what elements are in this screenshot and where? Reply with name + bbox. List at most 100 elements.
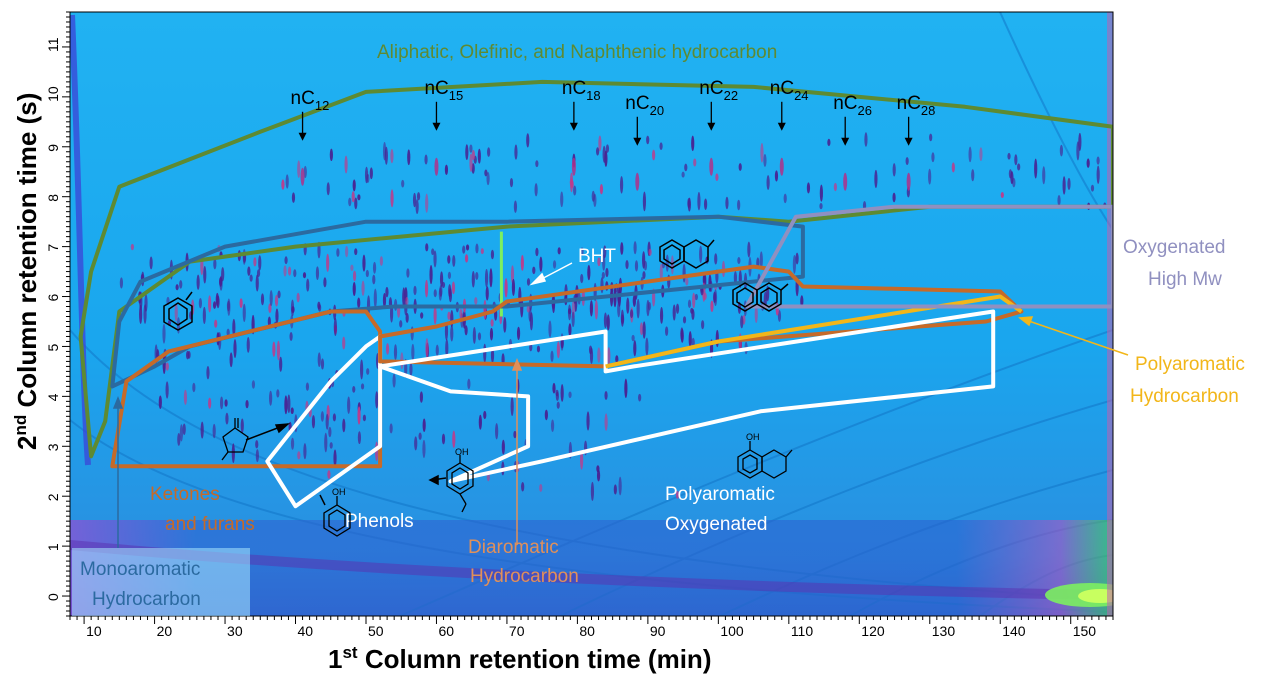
label-aliphatic: Aliphatic, Olefinic, and Naphthenic hydr…: [377, 42, 777, 63]
y-tick-label: 7: [45, 244, 61, 252]
peak: [392, 373, 396, 388]
peak: [320, 411, 325, 422]
peak: [567, 304, 572, 321]
carbon-label: nC18: [562, 78, 601, 103]
peak: [1096, 165, 1100, 184]
y-tick-label: 3: [45, 443, 61, 451]
peak: [362, 414, 367, 422]
x-tick-label: 50: [368, 623, 384, 639]
peak: [425, 193, 429, 213]
svg-text:Monoaromatic: Monoaromatic: [80, 559, 200, 580]
peak: [490, 348, 495, 363]
peak: [144, 294, 148, 312]
peak: [390, 189, 394, 208]
peak: [1057, 194, 1061, 206]
peak: [290, 407, 294, 415]
peak: [510, 396, 514, 417]
alkane-peak: [635, 172, 640, 191]
peak: [806, 182, 811, 194]
x-tick-label: 10: [86, 623, 102, 639]
peak: [239, 298, 243, 309]
peak: [1076, 141, 1080, 161]
carbon-label: nC24: [770, 78, 809, 103]
peak: [351, 191, 355, 203]
peak: [323, 277, 327, 288]
peak: [580, 449, 584, 470]
peak: [560, 384, 564, 402]
pointer-arrows: [112, 262, 1129, 548]
peak: [715, 329, 719, 348]
peak: [486, 172, 490, 186]
peak: [354, 197, 358, 210]
peak: [269, 290, 273, 307]
molecule-phenol-oh-text: OH: [332, 487, 346, 497]
peak: [433, 289, 437, 298]
peak: [422, 439, 426, 459]
carbon-markers: nC12 nC15 nC18 nC20 nC22 nC24 nC26 nC28: [291, 78, 935, 146]
peak: [733, 271, 738, 285]
peak: [905, 157, 909, 166]
peak: [713, 289, 718, 307]
peak: [326, 182, 330, 196]
peak: [688, 331, 692, 348]
peak: [290, 437, 295, 450]
label-diaromatic-2: Hydrocarbon: [470, 566, 579, 587]
peak: [452, 430, 456, 448]
peak: [557, 247, 561, 255]
peak: [255, 449, 259, 463]
peak: [279, 356, 283, 372]
peak: [539, 256, 543, 272]
x-tick-label: 70: [509, 623, 525, 639]
y-tick-label: 1: [45, 543, 61, 551]
peak: [687, 299, 692, 309]
molecule-naphthol-icon: [737, 441, 793, 479]
peak: [433, 306, 437, 325]
peak: [766, 175, 770, 190]
peak: [474, 297, 478, 305]
peak: [185, 350, 190, 360]
x-tick-label: 80: [579, 623, 595, 639]
peak: [332, 413, 337, 422]
peak: [737, 257, 741, 265]
peak: [177, 433, 181, 446]
peak: [471, 149, 475, 161]
carbon-label: nC26: [833, 93, 872, 118]
peak: [600, 277, 604, 294]
peak: [464, 325, 468, 336]
molecule-phenol-icon: [323, 496, 351, 537]
peak: [305, 382, 310, 391]
peak: [402, 287, 406, 308]
peak: [352, 179, 356, 192]
peak: [258, 255, 262, 271]
peak: [382, 292, 387, 308]
x-axis-label: 1st Column retention time (min): [328, 643, 711, 674]
peak: [759, 251, 763, 269]
peak: [389, 423, 393, 434]
molecule-cyclopentanone-icon: [221, 418, 249, 461]
x-tick-label: 90: [650, 623, 666, 639]
peak: [407, 149, 411, 166]
peak: [495, 423, 499, 440]
peak: [971, 169, 975, 182]
peak: [621, 314, 625, 325]
peak: [550, 419, 555, 432]
peak: [556, 341, 560, 359]
peak: [415, 199, 419, 214]
peak: [599, 184, 604, 195]
peak: [710, 300, 714, 313]
peak: [139, 304, 143, 324]
peak: [418, 432, 422, 440]
peak: [483, 299, 487, 320]
peak: [325, 413, 329, 430]
peak: [591, 190, 595, 202]
peak: [219, 276, 223, 287]
region-polyaromatic-oxygenated: [378, 309, 996, 484]
peak: [892, 163, 896, 177]
peak: [659, 306, 664, 324]
peak: [682, 263, 686, 283]
peak: [675, 490, 680, 499]
peak: [327, 470, 331, 479]
peak: [361, 280, 365, 296]
peak: [240, 418, 244, 433]
peak: [684, 163, 688, 172]
